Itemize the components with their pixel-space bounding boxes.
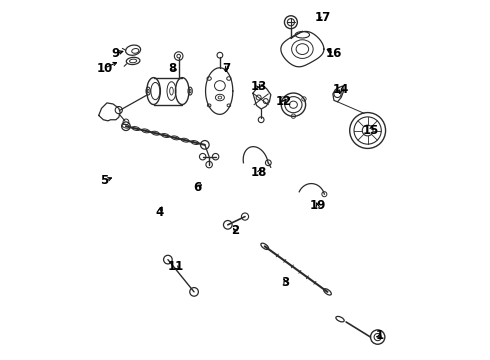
Text: 8: 8 <box>169 62 177 75</box>
Text: 15: 15 <box>363 124 379 137</box>
Text: 10: 10 <box>97 62 113 75</box>
Text: 3: 3 <box>281 276 289 289</box>
Text: 14: 14 <box>333 83 349 96</box>
Text: 11: 11 <box>168 260 184 273</box>
Text: 4: 4 <box>155 207 164 220</box>
Text: 6: 6 <box>194 181 202 194</box>
Text: 18: 18 <box>251 166 268 179</box>
Text: 9: 9 <box>111 47 119 60</box>
Text: 19: 19 <box>309 199 326 212</box>
Text: 2: 2 <box>231 224 240 238</box>
Text: 7: 7 <box>222 62 230 75</box>
Text: 5: 5 <box>100 174 109 187</box>
Text: 1: 1 <box>376 329 384 342</box>
Text: 17: 17 <box>315 12 331 24</box>
Text: 16: 16 <box>326 47 342 60</box>
Text: 13: 13 <box>250 80 267 93</box>
Text: 12: 12 <box>275 95 292 108</box>
